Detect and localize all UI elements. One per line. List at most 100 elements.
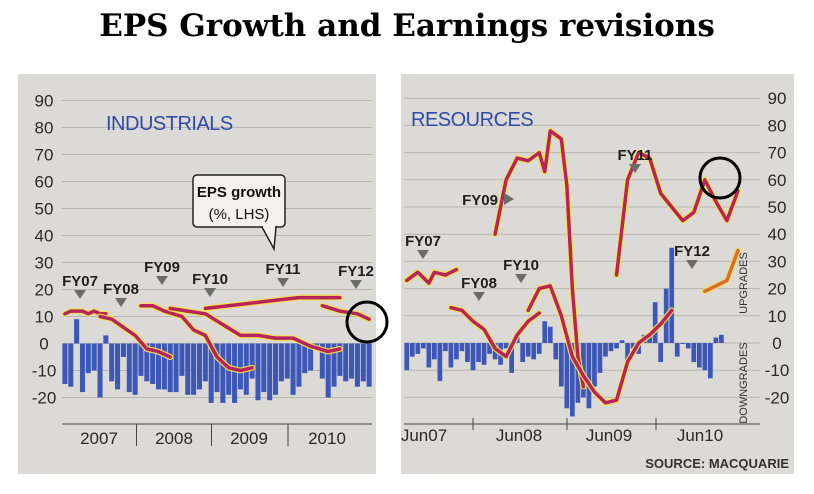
revision-bar <box>553 343 559 360</box>
revision-bar <box>465 343 470 363</box>
fy-marker-triangle <box>504 193 514 205</box>
revision-bar <box>255 343 261 401</box>
fy-marker-triangle <box>473 292 485 301</box>
fy-marker-triangle <box>204 288 216 297</box>
revision-bar <box>261 343 267 393</box>
fy-label: FY10 <box>192 271 228 288</box>
revision-bar <box>220 343 226 403</box>
highlight-circle <box>345 300 389 344</box>
revision-bar <box>267 343 273 401</box>
revision-bar <box>708 343 713 379</box>
revision-bar <box>719 334 724 343</box>
panel-background <box>18 74 376 474</box>
revision-bar <box>360 343 366 382</box>
x-tick-label: 2010 <box>308 429 346 448</box>
revision-bar <box>476 343 481 363</box>
y-tick-label: -10 <box>32 362 57 381</box>
revision-bar <box>586 343 592 409</box>
revision-bar <box>614 343 619 349</box>
fy-label: FY12 <box>674 243 710 260</box>
x-tick-label: 2009 <box>230 429 268 448</box>
fy-marker-triangle <box>74 290 86 299</box>
revision-bar <box>302 343 308 374</box>
y-tick-label: 20 <box>35 281 54 300</box>
revision-bar <box>685 343 691 349</box>
revision-bar <box>608 343 614 352</box>
revision-bar <box>669 247 675 343</box>
fy-label: FY08 <box>461 275 497 292</box>
revision-bar <box>103 335 109 344</box>
revision-bar <box>161 343 167 390</box>
y-tick-label: 40 <box>35 227 54 246</box>
annotation-line2: (%, LHS) <box>209 206 270 223</box>
revision-bar <box>470 343 476 371</box>
revision-bar <box>547 326 553 343</box>
revision-bar <box>415 343 421 354</box>
y-tick-label: -10 <box>765 361 790 380</box>
highlight-circle <box>698 156 742 200</box>
revision-bar <box>343 343 349 382</box>
eps-line-fy11 <box>614 150 740 277</box>
fy-marker-triangle <box>417 250 429 259</box>
revision-bar <box>558 343 564 387</box>
y-tick-label: 0 <box>39 335 48 354</box>
revision-bar <box>202 343 208 382</box>
revision-bar <box>68 343 74 387</box>
revision-bar <box>185 343 191 395</box>
revision-bar <box>325 343 331 398</box>
revision-bar <box>91 343 97 371</box>
eps-line-fy11 <box>203 295 342 311</box>
y-tick-label: 30 <box>768 252 787 271</box>
revision-bar <box>132 343 138 395</box>
revision-bar <box>443 343 448 352</box>
revision-bar <box>409 343 415 357</box>
revision-bar <box>680 343 686 344</box>
revision-bar <box>290 343 296 395</box>
eps-line-fy09 <box>139 303 254 373</box>
revision-bar <box>448 343 454 368</box>
revision-bar <box>454 343 459 360</box>
fy-label: FY07 <box>62 273 98 290</box>
revision-bar <box>404 343 410 371</box>
eps-line-fy10 <box>526 284 674 405</box>
revision-bar <box>354 343 360 387</box>
revision-bar <box>619 340 625 343</box>
revision-bar <box>713 337 719 343</box>
resources-panel: 90 80 70 60 50 40 30 20 10 0 -10 -20 FY07 FY08 FY09 FY1… <box>401 74 794 474</box>
revision-bar <box>426 343 432 368</box>
x-tick-label: 2008 <box>155 429 193 448</box>
fy-marker-triangle <box>350 280 362 289</box>
revision-bar <box>630 343 636 349</box>
fy-label: FY09 <box>462 192 498 209</box>
revision-bar <box>208 343 214 403</box>
revision-bar <box>570 343 575 417</box>
page-title: EPS Growth and Earnings revisions <box>99 8 715 44</box>
revision-bar <box>278 343 284 382</box>
revision-bar <box>319 343 325 379</box>
revision-bar <box>284 343 290 379</box>
revision-bar <box>564 343 570 409</box>
x-tick-label: Jun09 <box>586 426 632 445</box>
revision-bar <box>173 343 179 393</box>
revision-bar <box>437 343 443 382</box>
revision-bar <box>432 343 437 360</box>
revision-bar <box>503 343 509 349</box>
revision-bar <box>337 343 343 376</box>
revision-bar <box>597 343 603 373</box>
revision-bar <box>536 343 542 354</box>
fy-marker-triangle <box>156 276 168 285</box>
eps-line-fy07 <box>63 309 108 316</box>
revision-bar <box>366 343 372 387</box>
revision-bar <box>592 343 597 387</box>
revision-bar <box>702 343 708 371</box>
fy-label: FY10 <box>503 257 539 274</box>
fy-label: FY11 <box>265 261 300 278</box>
fy-label: FY09 <box>144 259 180 276</box>
y-tick-label: 60 <box>768 171 787 190</box>
revision-bar <box>691 343 697 363</box>
y-tick-label: 60 <box>35 173 54 192</box>
y-tick-label: 70 <box>35 146 54 165</box>
fy-label: FY11 <box>617 147 652 164</box>
revision-bar <box>214 343 220 393</box>
